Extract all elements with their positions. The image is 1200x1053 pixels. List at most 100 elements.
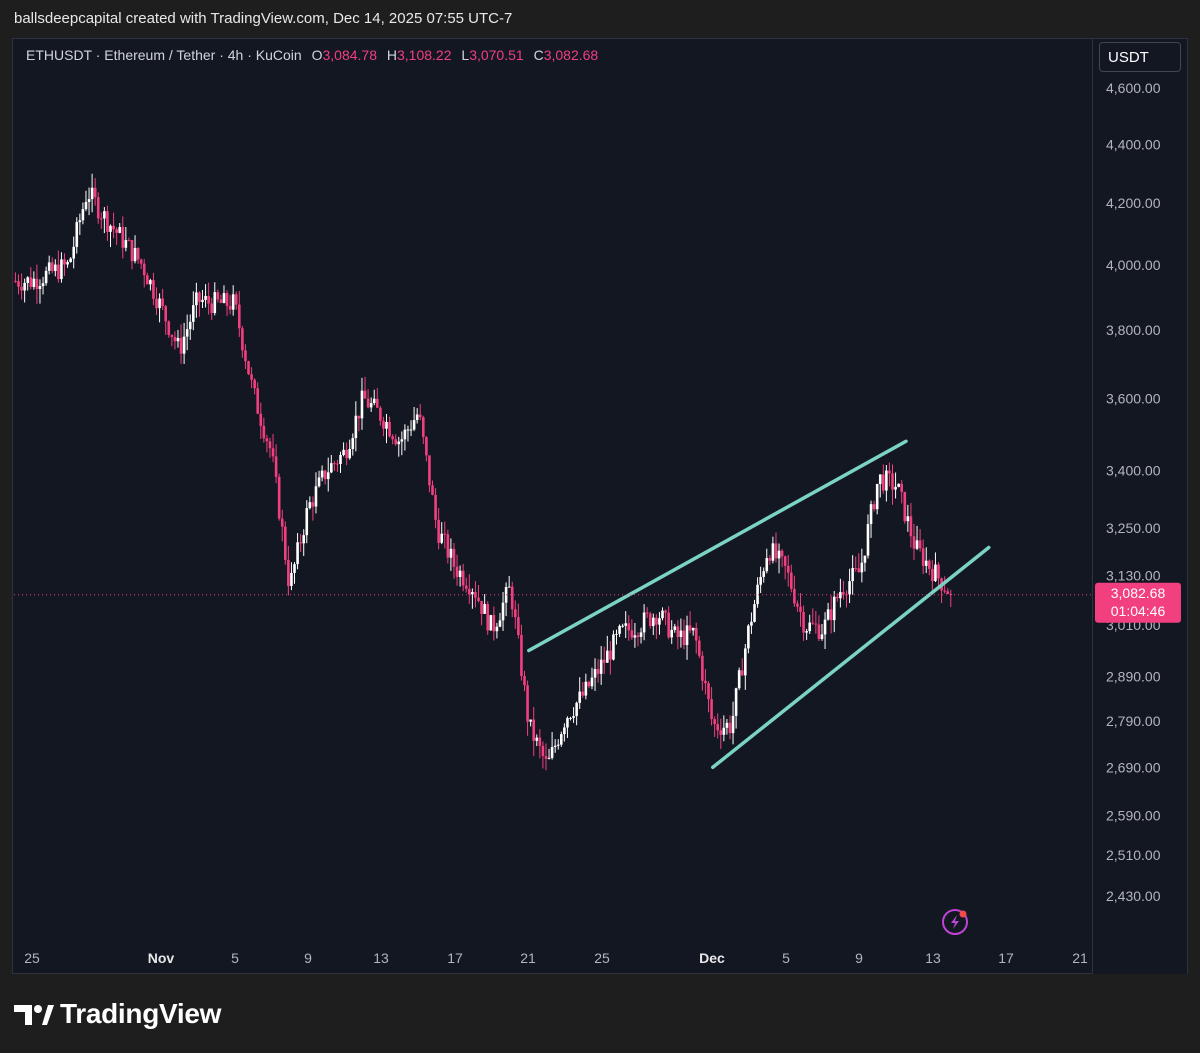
candle-down — [379, 407, 382, 421]
time-tick-label: 5 — [231, 950, 239, 966]
candle-down — [541, 745, 545, 757]
candle-down — [152, 280, 155, 299]
bar-countdown-label: 01:04:46 — [1111, 603, 1166, 619]
candle-up — [685, 625, 689, 646]
price-tick-label: 3,250.00 — [1106, 520, 1161, 536]
candle-up — [805, 631, 808, 633]
candle-up — [750, 621, 753, 626]
candle-up — [771, 543, 775, 561]
candle-up — [385, 421, 388, 429]
candle-down — [461, 570, 465, 586]
candle-up — [658, 618, 661, 625]
candle-up — [409, 429, 413, 431]
candle-down — [814, 623, 818, 625]
candle-down — [256, 388, 260, 414]
candle-up — [118, 227, 122, 233]
price-tick-label: 4,600.00 — [1106, 80, 1161, 96]
candle-up — [848, 581, 851, 595]
price-tick-label: 2,790.00 — [1106, 713, 1161, 729]
candle-down — [29, 277, 33, 287]
candle-up — [639, 632, 643, 637]
candle-down — [627, 623, 631, 631]
candle-up — [192, 305, 195, 322]
candle-down — [357, 415, 361, 419]
candle-down — [510, 586, 514, 610]
candle-up — [569, 717, 572, 719]
candle-up — [351, 438, 355, 450]
candle-down — [667, 612, 670, 638]
currency-button[interactable]: USDT — [1099, 42, 1181, 72]
candle-down — [829, 609, 833, 621]
time-tick-label: 17 — [447, 950, 463, 966]
candle-up — [731, 715, 735, 734]
candle-down — [247, 361, 250, 375]
candle-up — [305, 508, 309, 536]
candle-up — [26, 277, 30, 283]
candle-up — [41, 283, 45, 287]
candle-up — [578, 691, 582, 703]
candle-up — [81, 209, 85, 221]
candle-down — [780, 550, 784, 557]
candle-down — [216, 292, 220, 300]
candle-down — [210, 303, 214, 314]
candle-down — [786, 565, 790, 573]
symbol-title: ETHUSDT · Ethereum / Tether · 4h · KuCoi… — [26, 47, 302, 63]
candle-up — [642, 612, 646, 633]
channel-lines — [527, 439, 991, 770]
candle-up — [507, 586, 511, 588]
time-tick-label: 17 — [998, 950, 1014, 966]
candle-up — [550, 747, 554, 758]
time-tick-label: 25 — [24, 950, 40, 966]
candle-down — [287, 559, 290, 586]
candle-down — [170, 334, 174, 338]
candle-down — [492, 615, 496, 632]
candle-down — [918, 540, 922, 549]
candle-up — [32, 278, 36, 287]
candle-up — [894, 486, 897, 490]
chart-pane[interactable] — [12, 38, 1093, 974]
candle-up — [618, 625, 621, 634]
tradingview-logo[interactable]: TradingView — [14, 998, 221, 1030]
candle-up — [823, 619, 827, 635]
symbol-legend[interactable]: ETHUSDT · Ethereum / Tether · 4h · KuCoi… — [26, 47, 598, 63]
candle-down — [719, 730, 723, 735]
candle-up — [869, 504, 873, 525]
candle-down — [284, 526, 287, 560]
candle-down — [854, 568, 858, 570]
candle-up — [612, 634, 615, 660]
high-value: 3,108.22 — [397, 47, 452, 63]
candle-down — [596, 669, 600, 674]
candle-up — [369, 403, 373, 408]
candle-down — [581, 691, 585, 696]
tradingview-wordmark: TradingView — [60, 998, 222, 1029]
candle-up — [863, 555, 867, 563]
candle-down — [431, 485, 434, 495]
candle-down — [35, 278, 39, 290]
candle-down — [872, 504, 876, 510]
candle-down — [225, 293, 229, 307]
candle-up — [529, 719, 532, 722]
candle-up — [777, 550, 781, 559]
candle-down — [698, 640, 701, 656]
candle-up — [673, 626, 677, 630]
candle-down — [363, 390, 367, 399]
candle-down — [161, 298, 164, 307]
candle-down — [388, 421, 391, 437]
candle-up — [213, 292, 217, 314]
candle-down — [882, 474, 885, 491]
price-axis[interactable] — [1093, 38, 1188, 974]
candle-down — [121, 227, 125, 248]
candle-down — [437, 519, 440, 543]
candle-down — [139, 259, 143, 264]
candle-up — [547, 757, 551, 759]
low-value: 3,070.51 — [469, 47, 524, 63]
candle-up — [201, 299, 204, 302]
candle-up — [556, 744, 560, 746]
candle-down — [265, 438, 269, 442]
candle-down — [704, 680, 707, 684]
price-tick-label: 2,510.00 — [1106, 847, 1161, 863]
candle-down — [701, 655, 704, 681]
candle-up — [182, 336, 186, 354]
candle-down — [903, 491, 907, 522]
